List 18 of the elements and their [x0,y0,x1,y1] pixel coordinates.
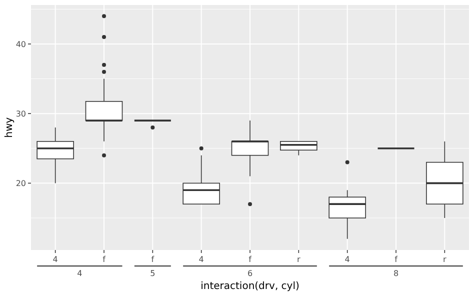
x-tick-label: r [443,255,448,264]
x-tick-label: 4 [344,255,350,264]
y-axis-title: hwy [4,117,15,138]
x-axis-title: interaction(drv, cyl) [200,281,300,292]
text: 8 [393,269,399,278]
text: 4 [77,269,82,278]
x-tick-label: f [394,255,398,264]
text: 5 [150,269,156,278]
y-tick-label: 40 [16,40,26,49]
y-tick-label: 20 [16,178,26,188]
x-tick-label: f [151,255,154,264]
x-tick-label: f [102,255,106,264]
x-tick-label: 4 [198,255,204,264]
x-tick-label: f [248,255,252,264]
text: 6 [247,269,253,278]
y-tick-label: 30 [16,109,26,118]
x-tick-label: r [297,255,302,264]
x-tick-label: 4 [52,255,58,264]
